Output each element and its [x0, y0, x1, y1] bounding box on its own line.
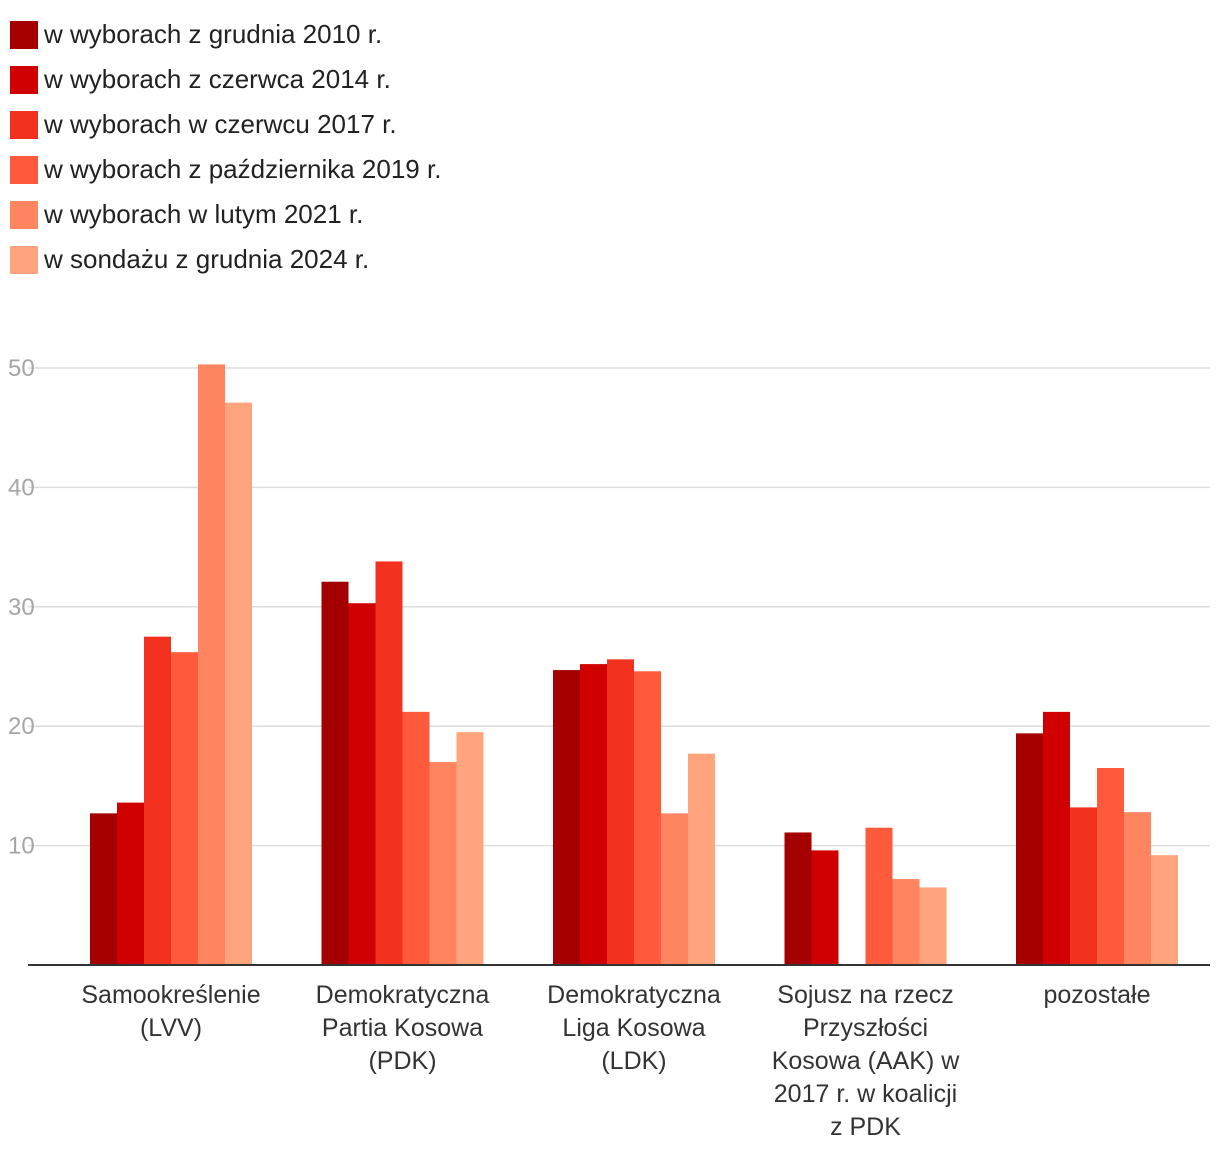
legend-swatch	[10, 155, 38, 184]
bar	[634, 671, 661, 965]
x-category-label: 2017 r. w koalicji	[774, 1080, 957, 1108]
legend-label: w wyborach w czerwcu 2017 r.	[44, 109, 397, 139]
x-category-label: Sojusz na rzecz	[777, 981, 953, 1009]
bar	[865, 827, 893, 965]
bar	[90, 813, 117, 965]
bar	[1043, 711, 1070, 965]
legend-swatch	[10, 65, 38, 94]
x-category-label: z PDK	[830, 1113, 901, 1141]
bar	[348, 603, 376, 965]
x-category-label: Demokratyczna	[547, 981, 721, 1009]
bars	[90, 364, 1178, 966]
legend-item: w sondażu z grudnia 2024 r.	[10, 237, 441, 282]
legend-swatch	[10, 245, 38, 274]
chart-legend: w wyborach z grudnia 2010 r. w wyborach z…	[10, 12, 441, 282]
bar	[198, 364, 225, 966]
x-category-label: Liga Kosowa	[562, 1014, 705, 1042]
bar	[402, 711, 430, 965]
bar	[1124, 812, 1151, 965]
legend-item: w wyborach z grudnia 2010 r.	[10, 12, 441, 57]
x-category-label: (LDK)	[601, 1047, 666, 1075]
x-category-label: Kosowa (AAK) w	[772, 1047, 961, 1075]
bar	[144, 636, 171, 965]
bar	[456, 732, 484, 965]
bar	[580, 664, 607, 965]
bar	[171, 652, 198, 965]
y-tick-label: 50	[8, 355, 35, 382]
x-category-label: Samookreślenie	[81, 981, 260, 1009]
y-tick-label: 20	[8, 713, 35, 740]
bar	[321, 581, 349, 965]
x-category-label: (LVV)	[140, 1014, 202, 1042]
bar	[225, 402, 252, 966]
x-category-label: pozostałe	[1043, 981, 1150, 1009]
bar	[607, 659, 634, 965]
legend-swatch	[10, 20, 38, 49]
bar	[1151, 855, 1178, 965]
legend-label: w wyborach z grudnia 2010 r.	[44, 19, 383, 49]
legend-item: w wyborach w lutym 2021 r.	[10, 192, 441, 237]
bar	[429, 762, 457, 965]
legend-item: w wyborach w czerwcu 2017 r.	[10, 102, 441, 147]
bar	[784, 832, 812, 965]
bar	[1016, 733, 1043, 965]
bar	[1097, 767, 1124, 965]
bar	[1070, 807, 1097, 965]
y-axis-ticks: 10 20 30 40 50	[8, 355, 35, 860]
bar	[811, 850, 839, 965]
legend-label: w wyborach w lutym 2021 r.	[44, 199, 364, 229]
bar	[688, 753, 715, 965]
x-category-label: Partia Kosowa	[322, 1014, 483, 1042]
bar	[117, 802, 144, 965]
y-tick-label: 40	[8, 474, 35, 501]
x-category-label: (PDK)	[368, 1047, 436, 1075]
x-category-label: Przyszłości	[803, 1014, 928, 1042]
x-axis-labels: Samookreślenie (LVV) Demokratyczna Partia K…	[81, 981, 1150, 1141]
bar	[375, 561, 403, 965]
bar	[919, 887, 947, 965]
legend-item: w wyborach z czerwca 2014 r.	[10, 57, 441, 102]
x-category-label: Demokratyczna	[316, 981, 490, 1009]
legend-label: w wyborach z czerwca 2014 r.	[44, 64, 391, 94]
legend-swatch	[10, 110, 38, 139]
legend-label: w wyborach z października 2019 r.	[44, 154, 442, 184]
y-tick-label: 10	[8, 833, 35, 860]
legend-item: w wyborach z października 2019 r.	[10, 147, 441, 192]
legend-swatch	[10, 200, 38, 229]
bar	[892, 879, 920, 965]
bar	[553, 670, 580, 965]
bar	[661, 813, 688, 965]
y-tick-label: 30	[8, 594, 35, 621]
legend-label: w sondażu z grudnia 2024 r.	[44, 244, 370, 274]
